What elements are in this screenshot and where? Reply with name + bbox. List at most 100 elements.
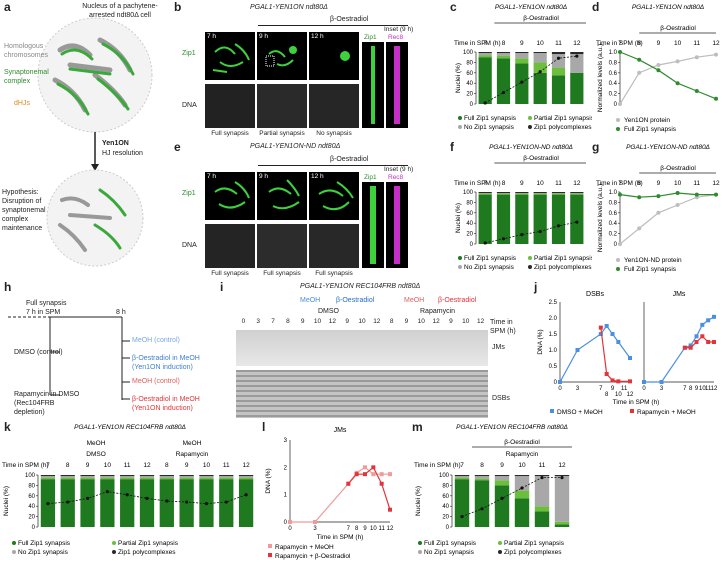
label-yen1on: Yen1ON [102,140,129,147]
chart-annotation: β-Oestradiol [660,165,696,172]
line-point [714,96,718,101]
bar-segment [570,72,584,104]
legend-swatch [550,409,554,413]
line-point [165,499,169,503]
bar-segment [496,193,511,194]
y-tick-label: 0.8 [609,200,618,206]
panel-letter-d: d [592,0,600,14]
chart-g: PGAL1-YEN1ON-ND ndt80Δ β-Oestradiol Time i… [596,144,720,273]
zip1-signal [214,181,250,209]
x-tick-label: 11 [705,386,712,392]
panel-b-treatment: β-Oestradiol [330,16,369,23]
bar-segment [120,476,135,478]
label-dhjs: dHJs [14,100,30,107]
legend-label: Rapamycin + β-Oestradiol [275,553,351,560]
legend-swatch [268,544,272,548]
bar-segment [100,476,115,478]
bar-segment [179,475,194,477]
bar-segment [570,193,584,194]
panel-letter-m: m [412,420,423,434]
legend-label: Zip1 polycomplexes [534,264,592,271]
bar-segment [60,476,75,478]
x-tick-label: 10 [518,462,526,469]
legend-swatch [616,267,620,271]
line-point [145,496,149,500]
bar-segment [551,192,566,194]
y-tick-label: 2 [284,465,288,471]
panel-letter-i: i [220,280,224,294]
x-tick-label: 8 [355,526,359,532]
y-axis-label: DNA (%) [265,468,272,493]
x-tick-label: 9 [657,40,661,47]
legend-swatch [528,116,532,120]
line-series [484,55,577,104]
gel-lane-label: 8 [286,318,290,325]
y-tick-label: 0.4 [609,81,618,87]
bar-segment [478,193,492,194]
y-tick-label: 0.5 [549,364,558,370]
bar-segment [80,475,95,477]
line-point [694,89,699,93]
bar-segment [219,477,234,480]
panel-b-inset-title: Inset (9 h) [384,26,414,33]
y-tick-label: 40 [28,504,35,510]
micrograph-b-dna-12h [309,84,359,128]
chart-title: PGAL1-YEN1ON REC104FRB ndt80Δ [74,424,186,431]
line-point [694,192,699,197]
x-tick-label: 11 [693,40,700,47]
x-tick-label: 0 [288,526,292,532]
legend-swatch [12,541,16,545]
x-tick-label: 10 [674,40,682,47]
micrograph-b-zip1-7h: 7 h [205,32,255,80]
i-drug-2: Rapamycin [420,308,456,315]
y-tick-label: 20 [466,232,473,238]
legend-swatch [630,409,634,413]
bar-segment [515,193,529,194]
label-hypothesis: Hypothesis: Disruption of synaptonemal c… [2,189,46,232]
legend-label: Rapamycin + MeOH [637,409,696,416]
y-tick-label: 0 [32,525,36,531]
line-point [637,70,642,75]
chart-annotation: β-Oestradiol [523,15,559,22]
bar-segment [159,475,174,477]
bar-segment [551,67,566,76]
gel-lane-label: 12 [476,318,485,325]
line-point [66,500,70,504]
bar-segment [474,476,490,479]
chart-title: JMs [673,291,686,298]
x-tick-label: 7 [460,462,464,469]
bar-segment [533,194,547,244]
y-tick-label: 0.6 [609,71,618,77]
i-time-label: Time in SPM (h) [490,319,516,335]
h-meoh-ctrl-1: MeOH (control) [132,337,180,344]
x-tick-label: 7 [483,180,487,187]
y-tick-label: 2.5 [549,300,558,306]
panel-a-title: Nucleus of a pachytene-arrested ndt80Δ c… [82,3,158,19]
inset-e-zip1-label: Zip1 [364,174,377,181]
micrograph-b-zip1-12h: 12 h [309,32,359,80]
inset-b-rec8-label: Rec8 [388,34,404,41]
line-series [619,54,717,105]
chart-title: DSBs [586,291,604,298]
panel-e-treatment-line [258,165,408,166]
x-tick-label: 12 [712,40,720,47]
line-point [656,68,661,73]
x-tick-label: 11 [621,386,628,392]
y-tick-label: 1.0 [549,348,558,354]
y-tick-label: 20 [466,92,473,98]
legend-swatch [418,541,422,545]
bar-segment [478,194,492,244]
panel-letter-a: a [4,0,11,14]
x-tick-label: 12 [573,180,581,187]
panel-letter-b: b [174,0,182,14]
legend-label: DMSO + MeOH [557,409,603,416]
panel-letter-f: f [450,140,454,154]
panel-letter-j: j [534,280,538,294]
line-point [244,493,248,497]
bar-segment [139,475,155,477]
chart-title: PGAL1-YEN1ON ndt80Δ [632,4,704,11]
bar-segment [219,476,234,478]
line-series [290,466,390,523]
x-tick-label: 10 [370,526,377,532]
